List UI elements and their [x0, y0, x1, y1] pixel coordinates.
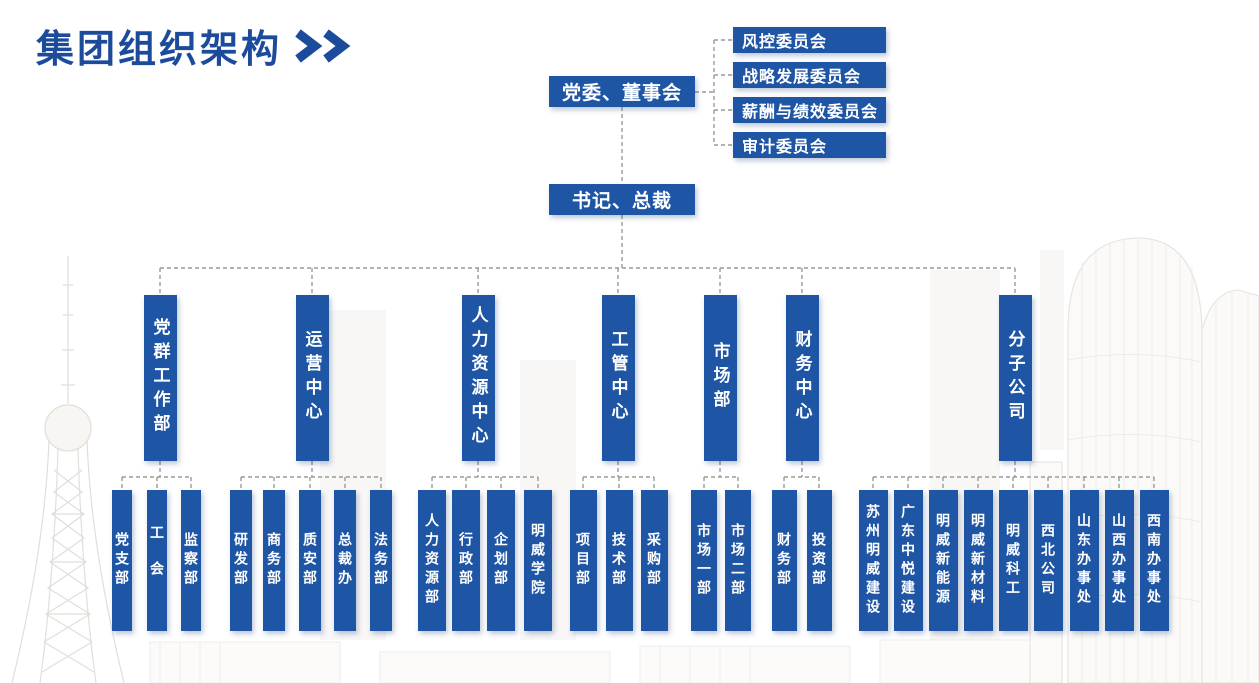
node-leaf: 人力资源部 [418, 490, 446, 631]
node-leaf-label: 行政部 [458, 532, 474, 589]
node-committee-strategy: 战略发展委员会 [733, 62, 886, 88]
node-leaf: 西北公司 [1033, 490, 1063, 631]
node-leaf-label: 质安部 [302, 532, 318, 589]
node-leaf: 总裁办 [334, 490, 356, 631]
node-department: 人力资源中心 [461, 295, 495, 461]
node-leaf-label: 明威新材料 [970, 513, 986, 608]
node-president: 书记、总裁 [549, 184, 695, 215]
node-leaf: 西南办事处 [1139, 490, 1169, 631]
node-leaf-label: 苏州明威建设 [865, 503, 881, 618]
node-leaf: 明威新能源 [928, 490, 958, 631]
node-leaf-label: 广东中悦建设 [900, 503, 916, 618]
node-leaf-label: 企划部 [493, 532, 509, 589]
node-leaf-label: 工会 [149, 524, 165, 597]
node-committee-compensation: 薪酬与绩效委员会 [733, 97, 886, 123]
node-leaf-label: 技术部 [611, 532, 627, 589]
node-leaf-label: 总裁办 [337, 532, 353, 589]
node-leaf: 商务部 [263, 490, 285, 631]
page-title-text: 集团组织架构 [36, 29, 283, 71]
node-leaf-label: 市场一部 [696, 522, 712, 599]
node-leaf: 明威学院 [524, 490, 552, 631]
node-department-label: 人力资源中心 [468, 306, 488, 450]
node-department-label: 党群工作部 [150, 318, 170, 438]
node-leaf-label: 法务部 [373, 532, 389, 589]
node-department: 财务中心 [785, 295, 819, 461]
node-leaf-label: 明威新能源 [935, 513, 951, 608]
node-leaf-label: 明威科工 [1005, 522, 1021, 599]
node-leaf: 市场二部 [725, 490, 751, 631]
node-leaf: 山西办事处 [1104, 490, 1134, 631]
node-leaf-label: 西北公司 [1040, 522, 1056, 599]
node-department: 市场部 [703, 295, 737, 461]
node-leaf: 企划部 [487, 490, 515, 631]
node-leaf: 研发部 [230, 490, 252, 631]
node-leaf-label: 监察部 [183, 532, 199, 589]
node-leaf: 明威科工 [998, 490, 1028, 631]
node-department-label: 运营中心 [302, 330, 322, 426]
node-leaf: 山东办事处 [1069, 490, 1099, 631]
node-leaf: 项目部 [569, 490, 597, 631]
node-committee-audit: 审计委员会 [733, 132, 886, 158]
node-leaf-label: 采购部 [646, 532, 662, 589]
node-department-label: 工管中心 [608, 330, 628, 426]
node-leaf-label: 山东办事处 [1076, 513, 1092, 608]
node-leaf-label: 人力资源部 [424, 513, 440, 608]
page-title: 集团组织架构 [36, 18, 358, 73]
node-leaf-label: 明威学院 [530, 522, 546, 599]
node-leaf-label: 党支部 [114, 532, 130, 589]
node-leaf-label: 研发部 [233, 532, 249, 589]
node-department: 运营中心 [295, 295, 329, 461]
node-department: 分子公司 [998, 295, 1032, 461]
node-leaf: 投资部 [806, 490, 832, 631]
node-leaf: 技术部 [605, 490, 633, 631]
node-leaf: 党支部 [112, 490, 132, 631]
node-leaf: 工会 [147, 490, 167, 631]
node-leaf-label: 投资部 [811, 532, 827, 589]
node-department-label: 财务中心 [792, 330, 812, 426]
node-department-label: 分子公司 [1005, 330, 1025, 426]
node-leaf-label: 山西办事处 [1111, 513, 1127, 608]
node-leaf-label: 西南办事处 [1146, 513, 1162, 608]
node-leaf: 法务部 [370, 490, 392, 631]
node-leaf: 采购部 [640, 490, 668, 631]
node-leaf-label: 市场二部 [730, 522, 746, 599]
node-leaf: 市场一部 [691, 490, 717, 631]
node-leaf-label: 财务部 [776, 532, 792, 589]
node-leaf: 行政部 [452, 490, 480, 631]
node-committee-risk: 风控委员会 [733, 27, 886, 53]
node-leaf: 监察部 [181, 490, 201, 631]
double-chevron-icon [295, 28, 351, 63]
node-leaf: 财务部 [771, 490, 797, 631]
node-leaf: 质安部 [299, 490, 321, 631]
node-department: 党群工作部 [143, 295, 177, 461]
node-leaf: 广东中悦建设 [893, 490, 923, 631]
node-board: 党委、董事会 [549, 76, 695, 107]
node-leaf: 明威新材料 [963, 490, 993, 631]
node-leaf-label: 项目部 [575, 532, 591, 589]
node-leaf-label: 商务部 [266, 532, 282, 589]
node-leaf: 苏州明威建设 [858, 490, 888, 631]
node-department: 工管中心 [601, 295, 635, 461]
node-department-label: 市场部 [710, 342, 730, 414]
